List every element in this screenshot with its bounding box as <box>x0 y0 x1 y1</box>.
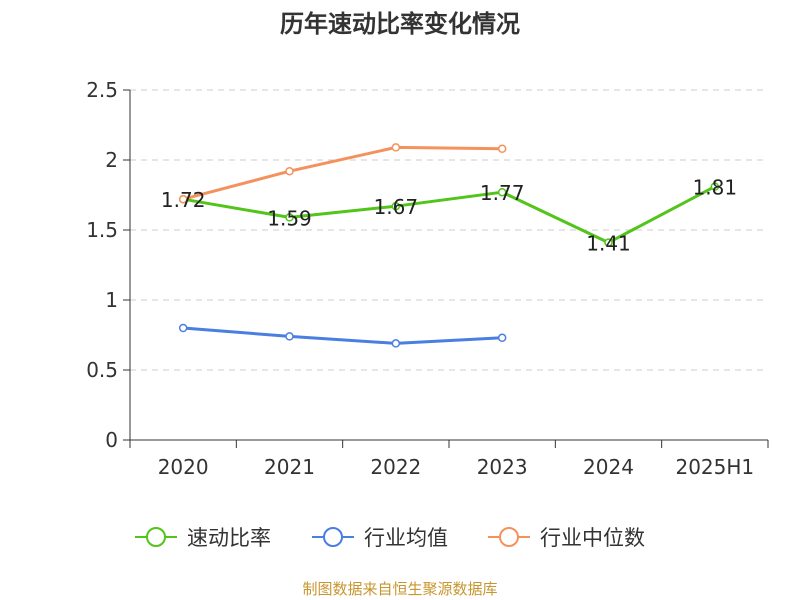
data-point <box>391 201 401 211</box>
data-label: 1.59 <box>267 206 312 230</box>
series-行业中位数 <box>178 143 507 204</box>
data-point <box>391 143 401 152</box>
axes: 0 0.5 1 1.5 2 2.5 2020 2021 2022 2023 2024 2025H1 <box>86 78 769 479</box>
legend-label: 行业均值 <box>364 526 448 550</box>
data-label: 1.67 <box>374 195 419 219</box>
y-tick-label: 1 <box>105 288 118 312</box>
x-tick-label: 2023 <box>477 455 528 479</box>
data-point <box>285 213 294 222</box>
data-label: 1.77 <box>480 181 525 205</box>
data-label: 1.72 <box>161 188 206 212</box>
legend-label: 速动比率 <box>187 526 271 550</box>
y-tick-label: 1.5 <box>86 218 118 242</box>
y-tick-label: 0 <box>105 428 118 452</box>
gridlines <box>130 89 768 371</box>
y-tick-label: 0.5 <box>86 358 118 382</box>
data-point <box>285 332 294 341</box>
data-point <box>285 166 294 176</box>
source-footer: 制图数据来自恒生聚源数据库 <box>302 580 498 598</box>
series-layer: 1.72 1.59 1.67 1.77 1.41 1.81 <box>161 143 737 348</box>
x-tick-label: 2020 <box>158 455 209 479</box>
legend-marker <box>146 527 166 547</box>
legend-item[interactable]: 速动比率 <box>135 526 271 550</box>
y-tick-label: 2 <box>105 148 118 172</box>
series-line <box>182 145 503 201</box>
data-label: 1.41 <box>586 232 631 256</box>
x-tick-label: 2025H1 <box>675 455 754 479</box>
series-速动比率 <box>178 182 720 247</box>
series-line <box>183 326 503 345</box>
legend-label: 行业中位数 <box>540 526 645 550</box>
data-point <box>497 187 507 197</box>
data-point <box>497 333 507 343</box>
data-point <box>391 339 401 348</box>
legend[interactable]: 速动比率 行业均值 行业中位数 <box>135 526 645 550</box>
legend-marker <box>499 527 519 547</box>
data-point <box>604 238 613 247</box>
data-point <box>710 182 720 191</box>
x-tick-label: 2022 <box>370 455 421 479</box>
data-point <box>497 144 507 154</box>
y-tick-label: 2.5 <box>86 78 118 102</box>
chart-title: 历年速动比率变化情况 <box>280 10 520 38</box>
legend-marker <box>323 527 343 547</box>
x-tick-label: 2024 <box>583 455 634 479</box>
series-line <box>182 185 716 245</box>
data-point <box>178 323 188 333</box>
legend-item[interactable]: 行业中位数 <box>488 526 645 550</box>
data-label: 1.81 <box>693 176 738 200</box>
data-labels: 1.72 1.59 1.67 1.77 1.41 1.81 <box>161 176 737 256</box>
series-行业均值 <box>178 323 507 348</box>
data-point <box>178 194 188 204</box>
legend-item[interactable]: 行业均值 <box>312 526 448 550</box>
x-tick-label: 2021 <box>264 455 315 479</box>
